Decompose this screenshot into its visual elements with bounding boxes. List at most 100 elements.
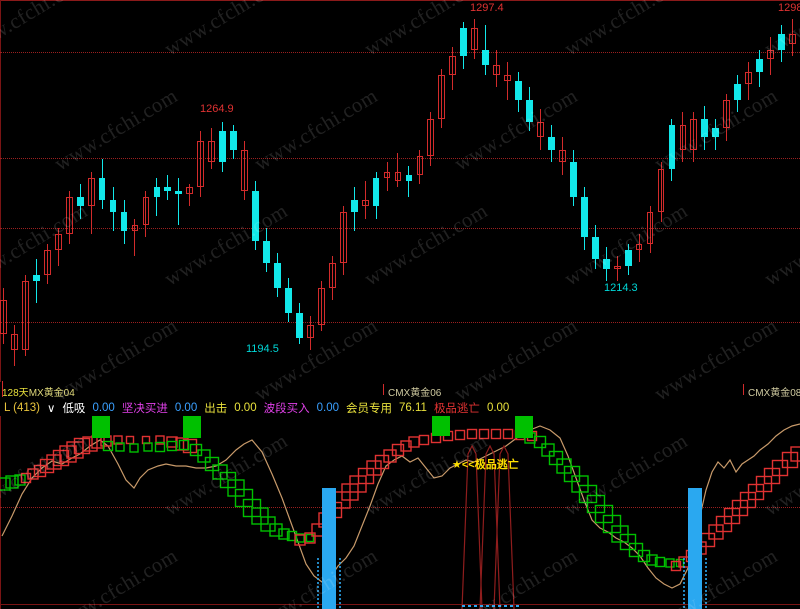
candlestick [482, 0, 490, 382]
indicator-legend-bar[interactable]: L (413) ∨ 低吸 0.00 坚决买进 0.00 出击 0.00 波段买入 0.00 会员… [0, 399, 800, 416]
legend-item-value: 0.00 [234, 401, 257, 414]
candlestick [328, 0, 336, 382]
candle-body [591, 237, 599, 260]
candlestick [22, 0, 29, 382]
gridline [0, 52, 800, 53]
buy-signal-block [515, 416, 533, 438]
candle-body [87, 178, 95, 207]
candle-body [405, 174, 413, 182]
legend-item-name[interactable]: 低吸 [62, 402, 86, 415]
candle-body [350, 199, 358, 213]
panel-top-border [0, 0, 800, 1]
candle-body [515, 81, 522, 100]
buy-signal-block [183, 416, 201, 438]
candle-wick [693, 112, 695, 163]
candlestick [701, 0, 709, 382]
candle-body [756, 59, 764, 72]
band-box [14, 474, 26, 486]
candle-body [778, 34, 785, 50]
candlestick [460, 0, 468, 382]
gridline [0, 507, 800, 508]
candle-wick [496, 49, 498, 88]
candle-wick [682, 112, 684, 163]
candlestick [87, 0, 95, 382]
candlestick [526, 0, 533, 382]
candle-body [635, 243, 643, 250]
contract-label[interactable]: CMX黄金06 [388, 384, 441, 399]
candlestick [493, 0, 500, 382]
escape-spike-line [479, 444, 501, 609]
candlestick [591, 0, 599, 382]
legend-item-name[interactable]: 出击 [204, 402, 228, 415]
legend-item-value: 0.00 [174, 401, 198, 414]
contract-tick-mark [383, 384, 384, 395]
candlestick [613, 0, 621, 382]
candle-body [504, 74, 511, 82]
candle-wick [770, 37, 772, 75]
candle-body [767, 49, 774, 60]
legend-item-name[interactable]: 波段买入 [263, 402, 310, 415]
candlestick [361, 0, 369, 382]
legend-item-name[interactable]: 会员专用 [346, 402, 392, 415]
gridline [0, 228, 800, 229]
contract-label[interactable]: 128天MX黄金04 [2, 384, 75, 399]
candle-body [646, 212, 654, 244]
candle-body [602, 259, 610, 269]
candle-body [197, 140, 205, 188]
band-box [790, 446, 800, 462]
candle-body [131, 224, 139, 232]
candlestick [569, 0, 577, 382]
candle-body [142, 196, 150, 225]
candle-body [317, 287, 325, 326]
band-box [0, 477, 11, 491]
indicator-chart-panel[interactable]: ★<<极品逃亡 [0, 416, 800, 609]
candle-body [43, 250, 51, 276]
candle-body [613, 265, 621, 269]
candle-body [580, 196, 588, 238]
band-box [646, 554, 658, 566]
candle-body [219, 131, 227, 163]
candle-body [109, 199, 117, 213]
legend-item-name[interactable]: 极品逃亡 [433, 402, 480, 415]
band-box [637, 549, 651, 563]
candle-wick [68, 190, 70, 244]
candlestick [756, 0, 764, 382]
candlestick [504, 0, 511, 382]
band-box [619, 533, 637, 551]
candlestick [142, 0, 150, 382]
candle-body [679, 124, 687, 150]
candlestick [537, 0, 544, 382]
buy-signal-block [92, 416, 110, 438]
candle-body [548, 137, 555, 150]
candle-body [252, 190, 259, 241]
contract-name: CMX黄金08 [748, 388, 800, 399]
candle-wick [244, 140, 246, 200]
chevron-down-icon[interactable]: ∨ [47, 402, 56, 415]
candle-body [383, 171, 391, 179]
candle-body [460, 27, 468, 57]
candlestick [54, 0, 62, 382]
candle-wick [474, 18, 476, 60]
legend-item-name[interactable]: 坚决买进 [121, 402, 168, 415]
candlestick [131, 0, 139, 382]
candle-body [295, 312, 303, 338]
candle-body [723, 99, 731, 128]
candlestick [219, 0, 227, 382]
candlestick [317, 0, 325, 382]
band-box [178, 439, 190, 451]
band-box [125, 435, 135, 445]
candle-wick [408, 165, 410, 197]
contract-label[interactable]: CMX黄金08 [748, 384, 800, 399]
candle-wick [24, 275, 26, 357]
candle-body [241, 149, 248, 191]
candle-wick [134, 218, 136, 257]
contract-name: MX黄金04 [28, 388, 75, 399]
candle-body [394, 171, 402, 182]
bull-band-left [20, 435, 198, 484]
candlestick [306, 0, 314, 382]
legend-item-value: 0.00 [486, 401, 510, 414]
price-chart-panel[interactable]: 1264.9 1297.4 1298 1194.5 1214.3 [0, 0, 800, 382]
candle-body [22, 281, 29, 351]
candlestick [197, 0, 205, 382]
